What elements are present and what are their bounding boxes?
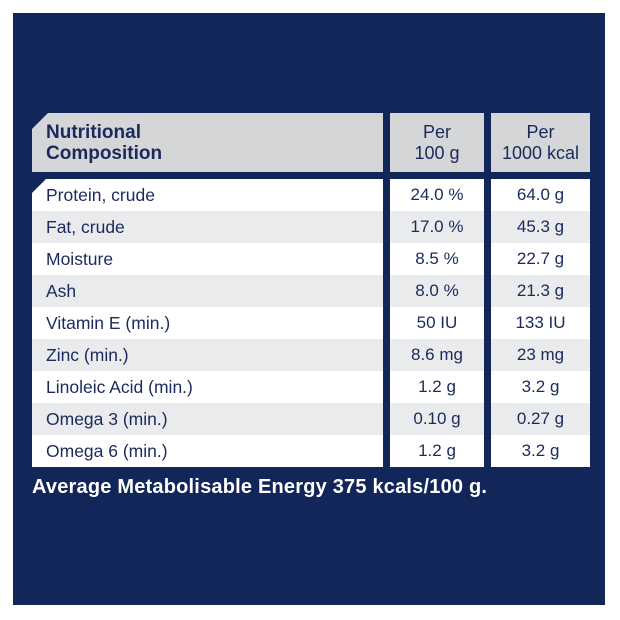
- row-value-per-1000kcal: 23 mg: [491, 339, 590, 371]
- row-value-per-1000kcal: 45.3 g: [491, 211, 590, 243]
- row-value-per-1000kcal: 22.7 g: [491, 243, 590, 275]
- row-value-per-100g: 1.2 g: [390, 435, 484, 467]
- row-label: Omega 6 (min.): [32, 435, 383, 467]
- row-label: Moisture: [32, 243, 383, 275]
- row-value-per-1000kcal: 21.3 g: [491, 275, 590, 307]
- nutrition-table: Nutritional Composition Per 100 g Per 10…: [32, 113, 590, 467]
- row-value-per-100g: 8.0 %: [390, 275, 484, 307]
- column-header-per-100g: Per 100 g: [390, 113, 484, 172]
- row-value-per-1000kcal: 133 IU: [491, 307, 590, 339]
- row-value-per-100g: 17.0 %: [390, 211, 484, 243]
- table-header-row: Nutritional Composition Per 100 g Per 10…: [32, 113, 590, 172]
- row-value-per-1000kcal: 3.2 g: [491, 371, 590, 403]
- row-value-per-1000kcal: 3.2 g: [491, 435, 590, 467]
- row-value-per-100g: 50 IU: [390, 307, 484, 339]
- row-label: Ash: [32, 275, 383, 307]
- row-label: Fat, crude: [32, 211, 383, 243]
- column-header-per-1000kcal: Per 1000 kcal: [491, 113, 590, 172]
- row-label: Vitamin E (min.): [32, 307, 383, 339]
- table-body: Protein, crude 24.0 % 64.0 g Fat, crude …: [32, 179, 590, 467]
- metabolisable-energy-note: Average Metabolisable Energy 375 kcals/1…: [32, 476, 488, 498]
- row-label: Zinc (min.): [32, 339, 383, 371]
- row-value-per-100g: 24.0 %: [390, 179, 484, 211]
- row-value-per-100g: 8.5 %: [390, 243, 484, 275]
- row-value-per-100g: 0.10 g: [390, 403, 484, 435]
- row-value-per-100g: 8.6 mg: [390, 339, 484, 371]
- table-title: Nutritional Composition: [32, 113, 383, 172]
- row-label: Omega 3 (min.): [32, 403, 383, 435]
- row-label: Protein, crude: [32, 179, 383, 211]
- row-label: Linoleic Acid (min.): [32, 371, 383, 403]
- row-value-per-1000kcal: 0.27 g: [491, 403, 590, 435]
- nutrition-panel: Nutritional Composition Per 100 g Per 10…: [13, 13, 605, 605]
- row-value-per-1000kcal: 64.0 g: [491, 179, 590, 211]
- row-value-per-100g: 1.2 g: [390, 371, 484, 403]
